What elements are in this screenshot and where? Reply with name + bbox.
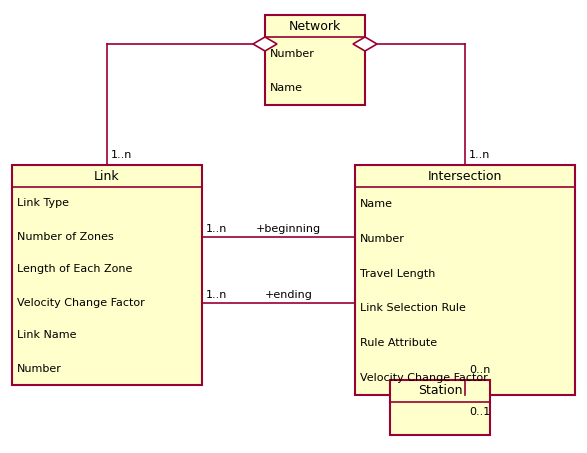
Text: 1..n: 1..n: [206, 289, 227, 299]
Text: 1..n: 1..n: [111, 150, 133, 160]
Text: 0..1: 0..1: [469, 407, 490, 417]
Text: Velocity Change Factor: Velocity Change Factor: [17, 298, 145, 308]
Text: +beginning: +beginning: [256, 223, 321, 233]
Text: Intersection: Intersection: [428, 169, 502, 183]
Text: Link: Link: [94, 169, 120, 183]
Text: +ending: +ending: [265, 289, 312, 299]
Text: Number of Zones: Number of Zones: [17, 231, 114, 241]
Text: Name: Name: [360, 199, 393, 209]
Text: Number: Number: [270, 49, 315, 59]
Text: Network: Network: [289, 19, 341, 33]
Text: Number: Number: [360, 234, 405, 244]
Bar: [265, 15, 365, 105]
Text: Link Name: Link Name: [17, 331, 76, 341]
Text: Link Selection Rule: Link Selection Rule: [360, 304, 466, 313]
Text: Number: Number: [17, 363, 62, 374]
Text: Rule Attribute: Rule Attribute: [360, 338, 437, 348]
Polygon shape: [353, 37, 377, 51]
Text: 0..n: 0..n: [469, 365, 490, 375]
Polygon shape: [253, 37, 277, 51]
Bar: [390, 380, 490, 435]
Text: Travel Length: Travel Length: [360, 269, 436, 279]
Text: Name: Name: [270, 83, 303, 93]
Text: Length of Each Zone: Length of Each Zone: [17, 265, 133, 275]
Text: Link Type: Link Type: [17, 198, 69, 208]
Bar: [355, 165, 575, 395]
Text: Station: Station: [418, 385, 462, 397]
Bar: [12, 165, 202, 385]
Text: Velocity Change Factor: Velocity Change Factor: [360, 373, 488, 383]
Text: 1..n: 1..n: [206, 223, 227, 233]
Text: 1..n: 1..n: [469, 150, 490, 160]
